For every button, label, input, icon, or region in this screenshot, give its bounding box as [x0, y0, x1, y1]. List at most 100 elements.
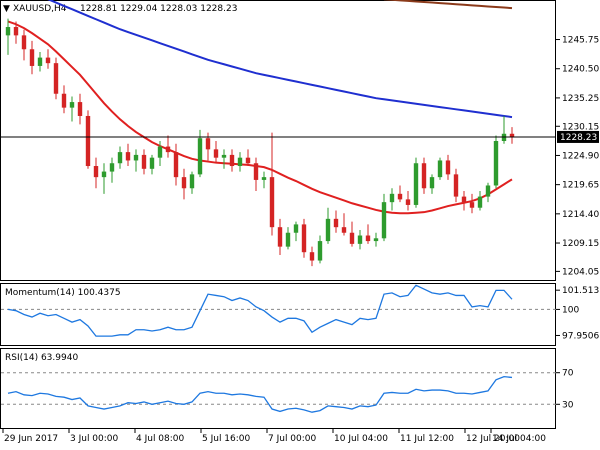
price-y-tick-label: 1245.75 [562, 36, 599, 46]
ohlc-readout: 1228.81 1229.04 1228.03 1228.23 [80, 4, 237, 14]
candle-body [101, 171, 107, 178]
candle-body [173, 152, 179, 178]
candle-body [125, 152, 131, 161]
symbol-header: XAUUSD,H4 [13, 4, 67, 14]
candle-body [133, 154, 139, 161]
candle-body [445, 160, 451, 175]
candle-body [485, 185, 491, 197]
candle-body [277, 227, 283, 247]
momentum-panel-frame [0, 283, 556, 346]
rsi-y-tick-label: 70 [562, 369, 574, 379]
candle-body [21, 35, 27, 50]
candle-body [165, 146, 171, 153]
price-y-tick-label: 1224.90 [562, 151, 599, 161]
candle-body [245, 157, 251, 164]
candle-body [117, 152, 123, 164]
candle-body [381, 202, 387, 239]
candle-body [493, 141, 499, 186]
candle-body [45, 57, 51, 64]
price-y-tick-label: 1209.15 [562, 239, 599, 249]
candle-body [213, 149, 219, 158]
candle-body [205, 138, 211, 150]
candle-body [437, 160, 443, 178]
last-price-label: 1228.23 [560, 133, 597, 143]
candle-body [421, 163, 427, 189]
candle-body [509, 133, 515, 138]
candle-body [13, 27, 19, 36]
candle-body [325, 218, 331, 242]
moving-average-line-1 [7, 20, 513, 215]
momentum-y-tick-label: 100 [562, 305, 579, 315]
candle-body [189, 174, 195, 189]
price-y-tick-label: 1219.65 [562, 181, 599, 191]
candle-body [237, 157, 243, 167]
x-tick-label: 4 Jul 08:00 [136, 434, 185, 444]
candle-body [141, 154, 147, 169]
candle-body [197, 138, 203, 175]
candle-body [357, 235, 363, 244]
candle-body [109, 163, 115, 172]
moving-average-line-3 [383, 0, 513, 10]
candle-body [397, 193, 403, 200]
candle-body [93, 166, 99, 178]
last-price-box [557, 130, 599, 143]
candle-body [61, 93, 67, 108]
x-tick-label: 3 Jul 00:00 [70, 434, 119, 444]
price-panel-frame [0, 0, 556, 281]
rsi-panel-frame [0, 348, 556, 429]
candle-body [365, 235, 371, 242]
candle-body [309, 252, 315, 261]
candle-body [149, 157, 155, 169]
rsi-title: RSI(14) 63.9940 [5, 353, 78, 363]
candle-body [317, 241, 323, 261]
price-y-tick-label: 1214.40 [562, 210, 599, 220]
candle-body [269, 177, 275, 228]
candle-body [373, 238, 379, 242]
moving-average-line-2 [47, 0, 513, 119]
candle-body [37, 57, 43, 66]
candle-body [69, 102, 75, 108]
rsi-line [7, 375, 513, 413]
candle-body [405, 199, 411, 205]
candle-body [301, 224, 307, 253]
candle-body [85, 115, 91, 167]
momentum-line [7, 284, 513, 337]
candle-body [429, 177, 435, 189]
candle-body [453, 174, 459, 197]
chart-collapse-arrow-icon[interactable]: ▼ [3, 4, 10, 14]
x-tick-label: 5 Jul 16:00 [202, 434, 251, 444]
candle-body [253, 163, 259, 180]
candle-body [413, 163, 419, 205]
x-tick-label: 7 Jul 00:00 [268, 434, 317, 444]
candle-body [349, 232, 355, 244]
candle-body [157, 146, 163, 158]
candle-body [29, 49, 35, 66]
x-tick-label: 11 Jul 12:00 [400, 434, 454, 444]
x-tick-label: 10 Jul 04:00 [334, 434, 388, 444]
price-y-tick-label: 1240.50 [562, 65, 599, 75]
momentum-y-tick-label: 101.5137 [562, 286, 600, 296]
candle-body [221, 154, 227, 158]
candle-body [229, 154, 235, 167]
candle-body [181, 177, 187, 189]
price-y-tick-label: 1204.05 [562, 267, 599, 277]
x-tick-label: 14 Jul 04:00 [492, 434, 546, 444]
candle-body [469, 202, 475, 208]
x-tick-label: 12 Jul 20:00 [466, 434, 520, 444]
candle-body [77, 102, 83, 116]
momentum-title: Momentum(14) 100.4375 [5, 288, 121, 298]
x-tick-label: 29 Jun 2017 [4, 434, 58, 444]
candle-body [333, 218, 339, 228]
candle-body [285, 232, 291, 247]
momentum-y-tick-label: 97.9506 [562, 331, 599, 341]
candle-body [389, 193, 395, 203]
candle-body [477, 196, 483, 208]
candle-body [261, 177, 267, 180]
candle-body [53, 63, 59, 94]
price-y-tick-label: 1230.15 [562, 122, 599, 132]
candle-body [341, 227, 347, 233]
price-y-tick-label: 1235.25 [562, 94, 599, 104]
candle-body [5, 27, 11, 36]
rsi-y-tick-label: 30 [562, 400, 574, 410]
